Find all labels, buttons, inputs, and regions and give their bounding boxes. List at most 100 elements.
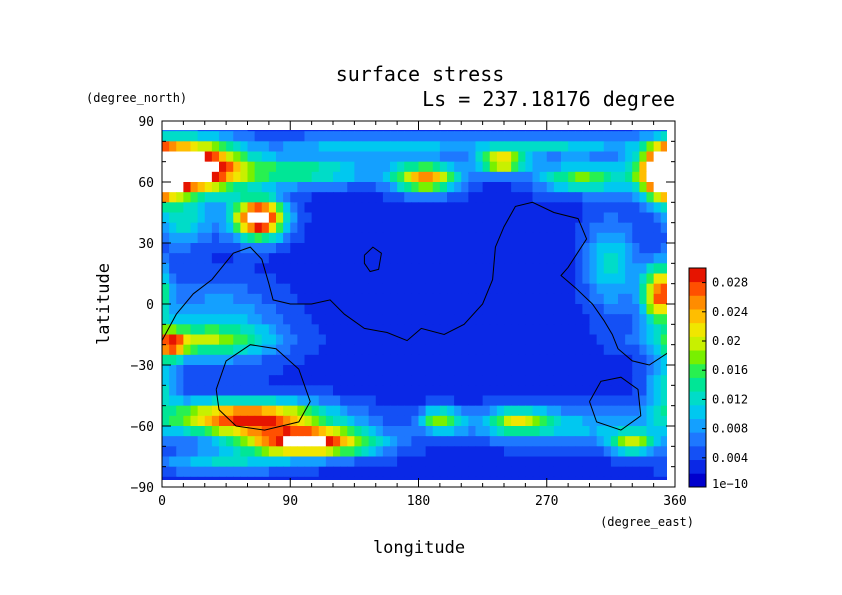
heatmap-cell (169, 334, 177, 346)
heatmap-cell (354, 426, 363, 437)
heatmap-cell (668, 182, 676, 193)
heatmap-cell (169, 324, 177, 336)
heatmap-cell (546, 405, 555, 417)
heatmap-cell (204, 334, 213, 346)
heatmap-cell (390, 324, 398, 336)
heatmap-cell (468, 476, 477, 480)
heatmap-cell (304, 232, 313, 244)
heatmap-cell (347, 212, 355, 224)
heatmap-cell (183, 151, 192, 163)
heatmap-cell (382, 476, 391, 480)
heatmap-cell (646, 344, 655, 356)
heatmap-cell (211, 314, 220, 325)
heatmap-cell (276, 344, 284, 356)
heatmap-cell (290, 405, 298, 417)
heatmap-cell (668, 233, 676, 244)
heatmap-cell (553, 243, 562, 254)
y-tick-label: 90 (138, 115, 154, 130)
heatmap-cell (596, 131, 605, 142)
heatmap-cell (311, 466, 320, 478)
heatmap-cell (404, 283, 412, 295)
heatmap-cell (603, 171, 612, 183)
heatmap-cell (447, 253, 455, 264)
heatmap-cell (482, 130, 491, 132)
heatmap-cell (432, 415, 441, 427)
heatmap-cell (254, 283, 263, 295)
heatmap-cell (610, 151, 619, 163)
heatmap-cell (461, 405, 469, 417)
x-tick-label: 90 (282, 494, 298, 509)
heatmap-cell (333, 222, 341, 234)
heatmap-cell (553, 273, 562, 285)
heatmap-cell (553, 131, 562, 142)
heatmap-cell (496, 212, 505, 224)
heatmap-cell (454, 202, 462, 214)
heatmap-cell (475, 130, 484, 132)
heatmap-cell (668, 213, 676, 224)
heatmap-cell (162, 466, 170, 478)
heatmap-cell (482, 222, 491, 234)
heatmap-cell (211, 283, 220, 295)
heatmap-cell (653, 395, 662, 407)
heatmap-cell (318, 192, 327, 203)
heatmap-cell (361, 365, 370, 376)
heatmap-cell (333, 476, 341, 480)
heatmap-cell (660, 436, 667, 447)
heatmap-cell (539, 476, 548, 480)
heatmap-cell (375, 304, 384, 315)
heatmap-cell (618, 141, 626, 153)
heatmap-cell (176, 456, 184, 468)
heatmap-cell (197, 253, 206, 264)
heatmap-cell (518, 375, 526, 386)
heatmap-cell (311, 354, 320, 366)
heatmap-cell (297, 324, 306, 336)
heatmap-cell (482, 131, 491, 142)
heatmap-cell (354, 212, 363, 224)
heatmap-cell (226, 130, 234, 132)
heatmap-cell (432, 436, 441, 447)
heatmap-cell (211, 476, 220, 480)
heatmap-cell (482, 243, 491, 254)
heatmap-cell (454, 130, 462, 132)
heatmap-cell (247, 385, 256, 397)
heatmap-cell (454, 131, 462, 142)
heatmap-cell (226, 314, 234, 325)
heatmap-cell (368, 263, 377, 275)
heatmap-cell (418, 426, 427, 437)
heatmap-cell (347, 436, 355, 447)
heatmap-cell (382, 344, 391, 356)
heatmap-cell (368, 365, 377, 376)
heatmap-cell (482, 202, 491, 214)
heatmap-cell (254, 405, 263, 417)
heatmap-cell (261, 263, 270, 275)
heatmap-cell (333, 293, 341, 305)
heatmap-cell (425, 385, 434, 397)
heatmap-cell (603, 466, 612, 478)
heatmap-cell (432, 476, 441, 480)
heatmap-cell (268, 415, 277, 427)
heatmap-cell (268, 263, 277, 275)
heatmap-cell (646, 385, 655, 397)
heatmap-cell (425, 354, 434, 366)
heatmap-cell (504, 151, 512, 163)
heatmap-cell (169, 446, 177, 458)
heatmap-cell (568, 222, 576, 234)
heatmap-cell (183, 212, 192, 224)
heatmap-cell (183, 182, 192, 193)
heatmap-cell (290, 263, 298, 275)
heatmap-cell (211, 446, 220, 458)
heatmap-cell (268, 395, 277, 407)
heatmap-cell (233, 405, 241, 417)
heatmap-cell (354, 466, 363, 478)
heatmap-cell (489, 141, 498, 153)
heatmap-cell (511, 182, 519, 193)
heatmap-cell (411, 456, 420, 468)
heatmap-cell (646, 324, 655, 336)
heatmap-cell (511, 151, 519, 163)
heatmap-cell (190, 375, 199, 386)
heatmap-cell (532, 212, 541, 224)
heatmap-cell (618, 130, 626, 132)
heatmap-cell (603, 314, 612, 325)
heatmap-cell (176, 182, 184, 193)
heatmap-cell (162, 141, 170, 153)
